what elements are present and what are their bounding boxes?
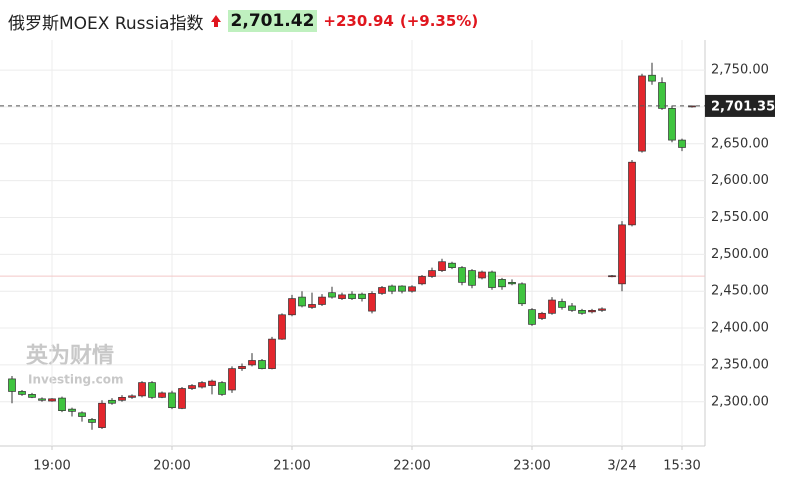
candle-body [678, 139, 686, 148]
candle-body [658, 82, 666, 109]
candle-body [258, 360, 266, 369]
candle-body [358, 293, 366, 299]
watermark-site: Investing.com [28, 373, 124, 387]
candle-body [128, 395, 136, 398]
x-tick-label: 21:00 [273, 459, 310, 474]
y-tick-label: 2,450.00 [711, 284, 769, 299]
y-tick-label: 2,750.00 [711, 63, 769, 78]
y-tick-label: 2,350.00 [711, 357, 769, 372]
candle-body [8, 378, 16, 392]
candle-body [28, 394, 36, 398]
candle-body [288, 298, 296, 316]
x-tick-label: 15:30 [663, 459, 700, 474]
last-price-tag [705, 94, 775, 117]
candle-body [18, 391, 26, 395]
candle-body [428, 270, 436, 277]
candle-body [608, 275, 616, 278]
y-tick-label: 2,300.00 [711, 394, 769, 409]
candle-body [408, 286, 416, 292]
candle-body [498, 279, 506, 288]
candle-body [368, 293, 376, 312]
header: 俄罗斯MOEX Russia指数 2,701.42 +230.94 (+9.35… [8, 6, 478, 36]
candle-body [48, 398, 56, 402]
candle-body [598, 308, 606, 311]
candle-body [148, 382, 156, 398]
candle-body [278, 314, 286, 340]
candle-body [478, 271, 486, 279]
candle-body [378, 287, 386, 294]
candle-body [388, 285, 396, 292]
candle-body [168, 392, 176, 409]
candle-body [548, 299, 556, 314]
x-tick-label: 22:00 [393, 459, 430, 474]
candle-body [158, 392, 166, 398]
candle-body [178, 388, 186, 409]
candle-body [588, 310, 596, 313]
last-price-label: 2,701.35 [711, 99, 775, 114]
candle-body [418, 276, 426, 285]
x-tick-label: 19:00 [33, 459, 70, 474]
candle-body [208, 380, 216, 386]
candle-body [648, 74, 656, 82]
candle-body [98, 402, 106, 428]
candle-body [138, 382, 146, 397]
candle-body [338, 294, 346, 299]
change: +230.94 [323, 12, 394, 30]
x-tick-label: 3/24 [607, 459, 636, 474]
change-percent: (+9.35%) [399, 12, 479, 30]
candle-body [628, 161, 636, 226]
candle-body [328, 292, 336, 298]
candle-body [438, 261, 446, 271]
candle-body [38, 398, 46, 401]
y-tick-label: 2,500.00 [711, 247, 769, 262]
last-price: 2,701.42 [227, 10, 318, 32]
candle-body [578, 310, 586, 314]
candle-body [668, 108, 676, 141]
candle-body [558, 301, 566, 308]
candle-body [58, 397, 66, 411]
index-title: 俄罗斯MOEX Russia指数 [8, 13, 204, 34]
y-tick-label: 2,550.00 [711, 210, 769, 225]
candle-body [458, 267, 466, 283]
candle-body [268, 338, 276, 369]
candle-body [488, 271, 496, 288]
candle-body [538, 312, 546, 319]
candle-body [638, 75, 646, 152]
candle-body [298, 296, 306, 307]
candle-body [238, 366, 246, 369]
candle-body [468, 270, 476, 286]
candle-body [118, 396, 126, 401]
candle-body [218, 382, 226, 395]
candle-body [518, 283, 526, 305]
up-arrow [210, 15, 221, 27]
candle-body [318, 296, 326, 305]
candle-body [198, 382, 206, 388]
candle-body [68, 408, 76, 412]
candle-body [188, 385, 196, 389]
candle-body [108, 399, 116, 404]
candle-body [618, 224, 626, 285]
x-tick-label: 20:00 [153, 459, 190, 474]
y-tick-label: 2,600.00 [711, 173, 769, 188]
candle-body [528, 309, 536, 325]
candle-body [348, 293, 356, 299]
y-tick-label: 2,650.00 [711, 136, 769, 151]
candle-body [78, 412, 86, 417]
y-tick-label: 2,400.00 [711, 321, 769, 336]
candle-body [568, 305, 576, 311]
candle-body [508, 282, 516, 285]
candle-body [88, 419, 96, 423]
candle-body [228, 368, 236, 391]
x-tick-label: 23:00 [513, 459, 550, 474]
candle-body [248, 360, 256, 366]
candle-body [448, 262, 456, 268]
candle-body [398, 285, 406, 292]
candle-body [308, 304, 316, 308]
